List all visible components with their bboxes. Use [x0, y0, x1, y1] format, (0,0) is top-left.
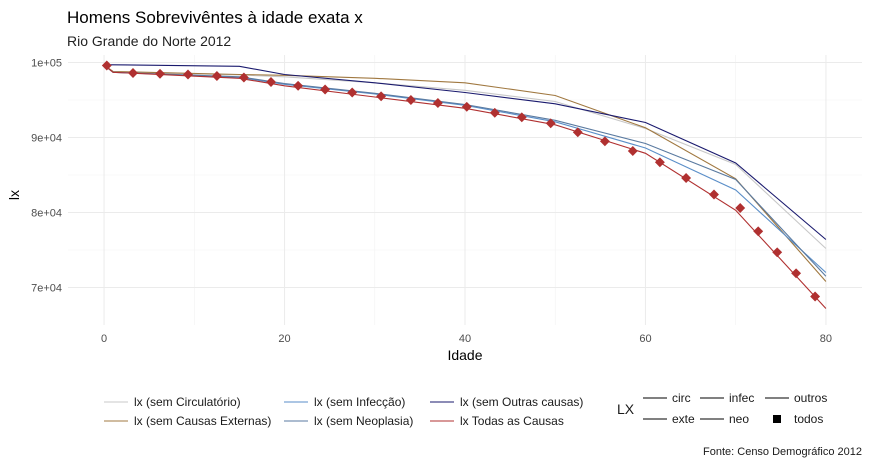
x-tick-label: 0 — [101, 333, 107, 345]
legend-label: lx (sem Circulatório) — [134, 395, 241, 409]
grid — [68, 55, 862, 325]
data-point — [238, 72, 249, 83]
data-point — [772, 247, 783, 258]
data-point — [101, 60, 112, 71]
series-line — [103, 64, 827, 249]
x-tick-label: 60 — [639, 333, 651, 345]
legend-lx: circ exte infec neo outros todos — [643, 391, 827, 426]
legend-lx-label: circ — [672, 391, 691, 405]
x-axis-title: Idade — [447, 347, 482, 363]
legend-lx-label: todos — [794, 412, 823, 426]
data-point — [681, 173, 692, 183]
legend-series: lx (sem Circulatório) lx (sem Causas Exte… — [104, 395, 583, 428]
data-point — [654, 157, 665, 168]
legend-lx-label: neo — [729, 412, 749, 426]
data-point — [128, 68, 138, 78]
legend-lx-label: outros — [794, 391, 827, 405]
data-point — [572, 127, 583, 138]
data-point — [320, 84, 331, 95]
legend-label: lx (sem Outras causas) — [460, 395, 583, 409]
data-point — [516, 112, 527, 123]
series-line — [103, 64, 827, 282]
data-point — [599, 136, 610, 147]
data-point — [810, 291, 821, 302]
data-point — [155, 68, 165, 79]
legend-lx-title: LX — [617, 401, 635, 417]
x-tick-label: 80 — [820, 333, 832, 345]
legend-lx-label: exte — [672, 412, 695, 426]
data-point — [461, 101, 472, 112]
data-point — [347, 87, 358, 98]
x-tick-label: 40 — [459, 333, 471, 345]
data-points — [101, 60, 821, 302]
data-point — [293, 80, 304, 91]
data-point — [183, 69, 193, 80]
data-point — [735, 203, 746, 213]
legend-lx-key — [773, 415, 781, 423]
data-point — [627, 146, 638, 156]
y-axis-title: lx — [6, 190, 22, 200]
data-point — [753, 226, 764, 237]
chart-subtitle: Rio Grande do Norte 2012 — [67, 33, 231, 49]
data-point — [211, 71, 222, 81]
data-point — [545, 118, 556, 129]
y-tick-label: 8e+04 — [31, 208, 62, 220]
legend-lx-label: infec — [729, 391, 754, 405]
series-line — [103, 64, 827, 277]
legend-label: lx (sem Causas Externas) — [134, 414, 271, 428]
data-point — [405, 95, 416, 105]
series-lines — [103, 64, 827, 309]
legend-label: lx Todas as Causas — [460, 414, 564, 428]
y-tick-label: 9e+04 — [31, 133, 62, 145]
y-tick-label: 7e+04 — [31, 283, 62, 295]
data-point — [791, 268, 802, 279]
legend-label: lx (sem Infecção) — [314, 395, 405, 409]
y-tick-label: 1e+05 — [31, 58, 62, 70]
data-point — [266, 77, 276, 87]
caption: Fonte: Censo Demográfico 2012 — [703, 446, 862, 458]
data-point — [709, 189, 719, 200]
series-line — [103, 64, 827, 309]
data-point — [432, 98, 443, 108]
chart-title: Homens Sobrevivêntes à idade exata x — [67, 8, 363, 27]
axis-ticks: 0 20 40 60 80 7e+04 8e+04 9e+04 1e+05 — [31, 58, 832, 346]
series-line — [104, 64, 827, 240]
x-tick-label: 20 — [278, 333, 290, 345]
legend-label: lx (sem Neoplasia) — [314, 414, 413, 428]
